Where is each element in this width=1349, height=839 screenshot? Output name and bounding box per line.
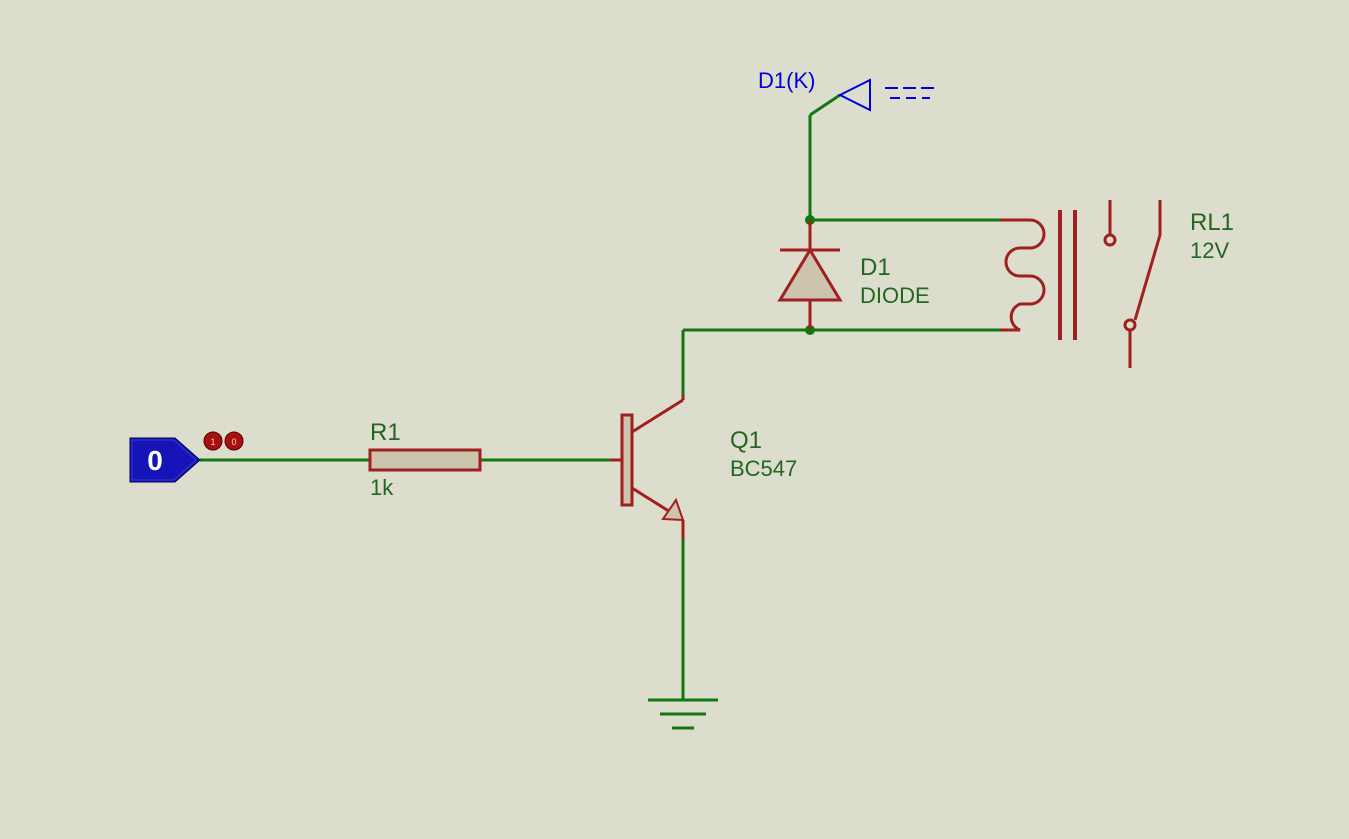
schematic-canvas: 0 1 0 R1 1k Q1 BC547 D1 DIODE xyxy=(0,0,1349,839)
ground-symbol xyxy=(648,700,718,728)
svg-text:1: 1 xyxy=(210,437,215,447)
wire-group xyxy=(200,135,1000,700)
logic-state-source[interactable]: 0 xyxy=(130,438,200,482)
svg-text:0: 0 xyxy=(231,437,236,447)
transistor-q1[interactable] xyxy=(610,395,683,540)
rl1-value: 12V xyxy=(1190,238,1229,263)
r1-value: 1k xyxy=(370,475,394,500)
r1-ref: R1 xyxy=(370,419,401,446)
diode-d1[interactable] xyxy=(780,220,840,330)
probe-d1k[interactable]: D1(K) xyxy=(758,68,934,135)
q1-value: BC547 xyxy=(730,456,797,481)
q1-ref: Q1 xyxy=(730,427,762,454)
d1-ref: D1 xyxy=(860,254,891,281)
d1-value: DIODE xyxy=(860,283,930,308)
relay-rl1[interactable] xyxy=(1000,200,1160,368)
logic-value: 0 xyxy=(147,445,163,476)
resistor-r1[interactable]: R1 1k xyxy=(370,419,480,500)
probe-label: D1(K) xyxy=(758,68,815,93)
rl1-ref: RL1 xyxy=(1190,209,1234,236)
logic-indicators: 1 0 xyxy=(204,432,243,450)
